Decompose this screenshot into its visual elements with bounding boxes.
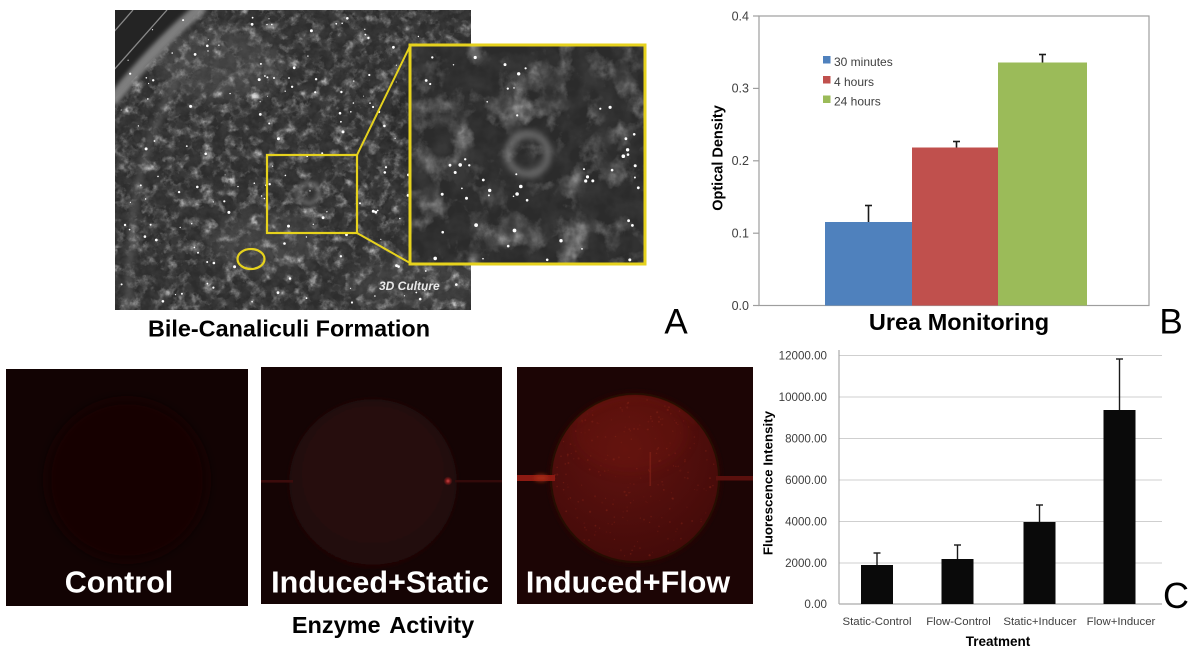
svg-text:A: A <box>664 303 688 342</box>
svg-text:4000.00: 4000.00 <box>785 515 827 528</box>
svg-text:24 hours: 24 hours <box>834 95 881 109</box>
svg-text:Induced+Static: Induced+Static <box>271 566 489 600</box>
svg-text:C: C <box>1163 575 1189 616</box>
svg-text:0.2: 0.2 <box>732 154 749 168</box>
svg-text:Enzyme Activity: Enzyme Activity <box>292 612 474 638</box>
svg-text:Control: Control <box>65 566 173 600</box>
svg-text:0.4: 0.4 <box>732 9 749 23</box>
svg-text:Urea Monitoring: Urea Monitoring <box>869 309 1049 335</box>
svg-text:0.0: 0.0 <box>732 299 749 313</box>
svg-text:8000.00: 8000.00 <box>785 432 827 445</box>
svg-text:10000.00: 10000.00 <box>779 391 827 404</box>
svg-text:Static-Control: Static-Control <box>842 616 911 628</box>
svg-text:Optical Density: Optical Density <box>711 105 727 211</box>
svg-text:4 hours: 4 hours <box>834 75 874 89</box>
svg-text:Static+Inducer: Static+Inducer <box>1003 616 1076 628</box>
svg-text:Flow+Inducer: Flow+Inducer <box>1087 616 1156 628</box>
svg-text:Flow-Control: Flow-Control <box>926 616 991 628</box>
svg-text:3D Culture: 3D Culture <box>379 279 440 293</box>
svg-text:B: B <box>1159 303 1182 342</box>
svg-text:12000.00: 12000.00 <box>779 349 827 362</box>
svg-text:6000.00: 6000.00 <box>785 474 827 487</box>
svg-text:Bile-Canaliculi Formation: Bile-Canaliculi Formation <box>148 316 430 342</box>
svg-text:Induced+Flow: Induced+Flow <box>526 566 730 600</box>
svg-text:0.00: 0.00 <box>804 598 827 611</box>
svg-text:0.3: 0.3 <box>732 82 749 96</box>
svg-text:Fluorescence Intensity: Fluorescence Intensity <box>761 410 776 555</box>
svg-text:Treatment: Treatment <box>966 634 1031 649</box>
svg-text:30 minutes: 30 minutes <box>834 55 893 69</box>
svg-text:0.1: 0.1 <box>732 227 749 241</box>
svg-text:2000.00: 2000.00 <box>785 557 827 570</box>
